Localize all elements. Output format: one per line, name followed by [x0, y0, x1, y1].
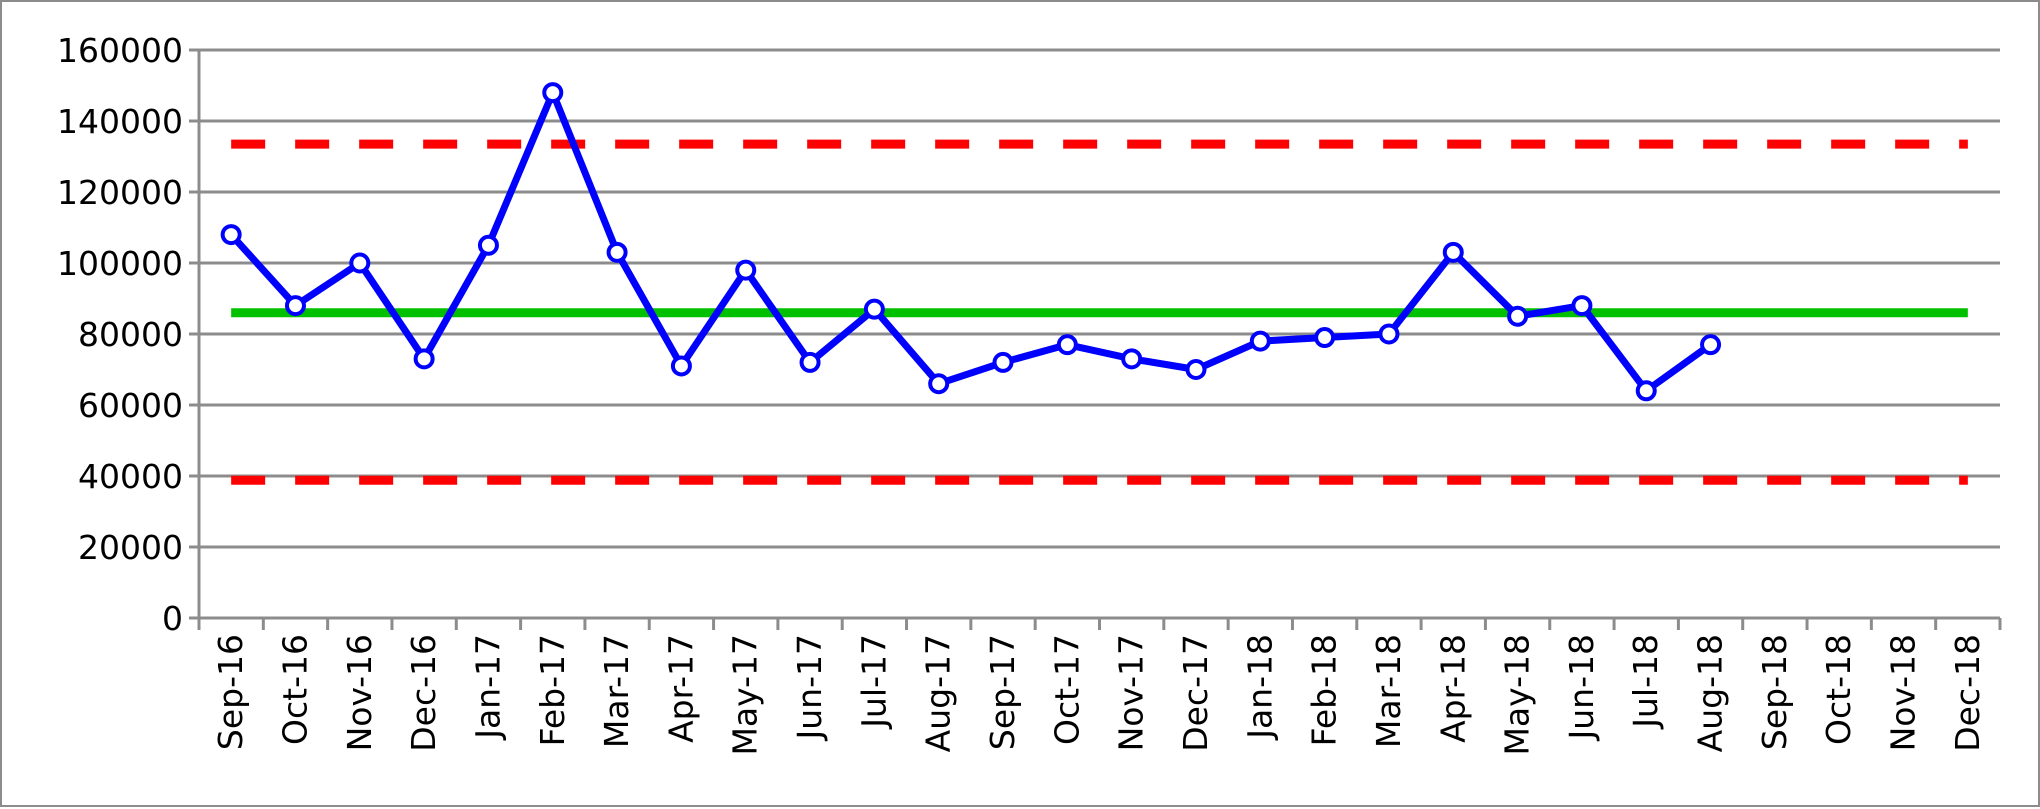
data-point-Sep-16	[220, 224, 242, 246]
x-tick-label-Dec-18: Dec-18	[1948, 634, 1987, 752]
x-tick-label-Sep-16: Sep-16	[211, 634, 250, 750]
y-axis-tick-labels: 0 20000 40000 60000 80000 100000 120000 140000 1…	[57, 31, 183, 638]
x-tick-label-Mar-17: Mar-17	[597, 634, 636, 748]
data-point-Nov-17	[1121, 348, 1143, 370]
data-point-Jan-18	[1249, 330, 1271, 352]
x-tick-label-Jan-17: Jan-17	[468, 634, 507, 741]
x-tick-label-Sep-18: Sep-18	[1755, 634, 1794, 750]
data-point-Sep-17	[992, 351, 1014, 373]
y-tick-label-140000: 140000	[57, 102, 183, 141]
x-tick-label-Jun-17: Jun-17	[790, 634, 829, 741]
y-tick-label-40000: 40000	[78, 457, 183, 496]
x-tick-label-Oct-17: Oct-17	[1047, 634, 1086, 745]
data-point-Oct-17	[1056, 334, 1078, 356]
data-point-Apr-17	[670, 355, 692, 377]
data-point-Oct-16	[284, 295, 306, 317]
y-tick-label-20000: 20000	[78, 528, 183, 567]
data-point-Jul-18	[1635, 380, 1657, 402]
x-tick-label-Jul-18: Jul-18	[1626, 634, 1665, 730]
x-tick-label-Feb-17: Feb-17	[533, 634, 572, 746]
data-point-Feb-17	[542, 82, 564, 104]
y-tick-label-160000: 160000	[57, 31, 183, 70]
x-tick-label-Dec-16: Dec-16	[404, 634, 443, 752]
x-tick-label-Aug-17: Aug-17	[919, 634, 958, 752]
x-tick-label-Nov-17: Nov-17	[1112, 634, 1151, 751]
gridlines	[199, 48, 2000, 549]
x-tick-label-Oct-18: Oct-18	[1819, 634, 1858, 745]
data-point-Jun-17	[799, 351, 821, 373]
data-point-Dec-17	[1185, 359, 1207, 380]
data-point-Mar-17	[606, 241, 628, 263]
x-tick-label-Jan-18: Jan-18	[1240, 634, 1279, 741]
control-limit-lines	[231, 139, 1968, 485]
y-tick-label-120000: 120000	[57, 173, 183, 212]
data-point-May-17	[735, 259, 757, 281]
data-point-Jul-17	[863, 298, 885, 320]
x-tick-label-Mar-18: Mar-18	[1369, 634, 1408, 748]
x-tick-label-May-17: May-17	[726, 634, 765, 756]
x-axis-tick-labels: Sep-16 Oct-16 Nov-16 Dec-16 Jan-17 Feb-17 Mar-…	[211, 634, 1987, 756]
data-point-Jun-18	[1571, 295, 1593, 317]
x-tick-label-Jul-17: Jul-17	[854, 634, 893, 730]
data-point-Feb-18	[1314, 327, 1336, 349]
data-point-Dec-16	[413, 348, 435, 370]
y-tick-label-100000: 100000	[57, 244, 183, 283]
x-tick-label-May-18: May-18	[1498, 634, 1537, 756]
data-point-Aug-17	[928, 373, 950, 395]
y-tick-label-0: 0	[162, 599, 183, 638]
data-point-Aug-18	[1700, 334, 1722, 356]
x-tick-label-Nov-18: Nov-18	[1884, 634, 1923, 751]
x-tick-label-Aug-18: Aug-18	[1691, 634, 1730, 752]
axes	[189, 48, 2002, 630]
measurement-series-layer	[220, 82, 1722, 402]
y-tick-label-80000: 80000	[78, 315, 183, 354]
x-tick-label-Dec-17: Dec-17	[1176, 634, 1215, 752]
data-point-Nov-16	[349, 252, 371, 274]
y-tick-label-60000: 60000	[78, 386, 183, 425]
x-tick-label-Nov-16: Nov-16	[340, 634, 379, 751]
x-tick-label-Jun-18: Jun-18	[1562, 634, 1601, 741]
x-tick-label-Sep-17: Sep-17	[983, 634, 1022, 750]
data-point-Mar-18	[1378, 323, 1400, 345]
x-tick-label-Feb-18: Feb-18	[1305, 634, 1344, 746]
x-tick-label-Apr-18: Apr-18	[1433, 634, 1472, 743]
measurement-line	[227, 89, 1715, 395]
x-tick-label-Oct-16: Oct-16	[275, 634, 314, 745]
x-tick-label-Apr-17: Apr-17	[661, 634, 700, 743]
data-point-Jan-17	[477, 234, 499, 256]
data-point-May-18	[1507, 305, 1529, 327]
data-point-Apr-18	[1442, 241, 1464, 263]
